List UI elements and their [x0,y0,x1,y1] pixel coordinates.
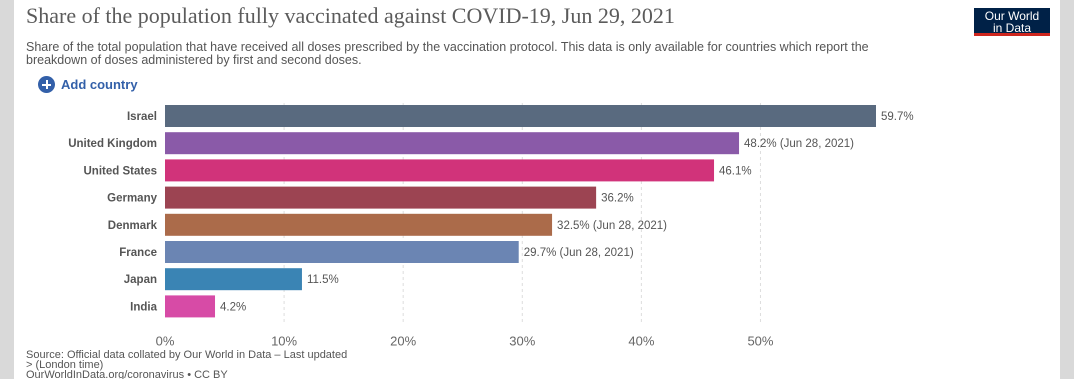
x-tick-label: 30% [509,334,535,346]
bar [165,241,519,263]
category-label: United States [84,165,158,177]
category-label: Israel [127,111,157,123]
bar [165,213,553,236]
value-label: 36.2% [601,193,634,205]
category-label: Japan [124,274,157,286]
bar [165,132,740,155]
owid-logo[interactable]: Our World in Data [974,8,1050,36]
value-label: 29.7% (Jun 28, 2021) [524,247,634,259]
chart-subtitle: Share of the total population that have … [26,40,869,67]
logo-line-2: in Data [992,21,1032,35]
x-tick-label: 0% [156,334,175,346]
value-label: 48.2% (Jun 28, 2021) [744,138,854,150]
chart-title: Share of the population fully vaccinated… [26,3,675,28]
source-line-2: > (London time) [26,359,104,371]
logo-line-1: Our World [984,9,1040,23]
value-label: 59.7% [881,111,914,123]
x-tick-label: 40% [628,334,654,346]
value-label: 4.2% [220,301,246,313]
source-line-1: Source: Official data collated by Our Wo… [26,349,348,361]
bar [165,186,597,209]
source-note: Source: Official data collated by Our Wo… [26,350,546,379]
category-label: Denmark [108,220,158,232]
value-label: 32.5% (Jun 28, 2021) [557,220,667,232]
bar-chart: 0% 10% 20% 30% 40% 50% Israel 59.7% United Kingd… [68,103,914,346]
x-tick-label: 20% [390,334,416,346]
add-country-label: Add country [61,77,138,92]
bar [165,268,302,291]
source-line-3[interactable]: OurWorldInData.org/coronavirus • CC BY [26,369,228,379]
bar [165,159,715,182]
chart-frame: Share of the population fully vaccinated… [14,0,1060,379]
value-label: 46.1% [719,165,752,177]
plus-circle-icon [38,76,55,93]
x-tick-label: 50% [747,334,773,346]
category-label: Germany [107,193,157,205]
category-label: United Kingdom [68,138,157,150]
bar [165,105,876,127]
add-country-button[interactable]: Add country [38,76,138,93]
category-label: France [119,247,157,259]
value-label: 11.5% [307,274,339,286]
x-tick-label: 10% [271,334,297,346]
bar [165,295,216,318]
category-label: India [130,301,157,313]
